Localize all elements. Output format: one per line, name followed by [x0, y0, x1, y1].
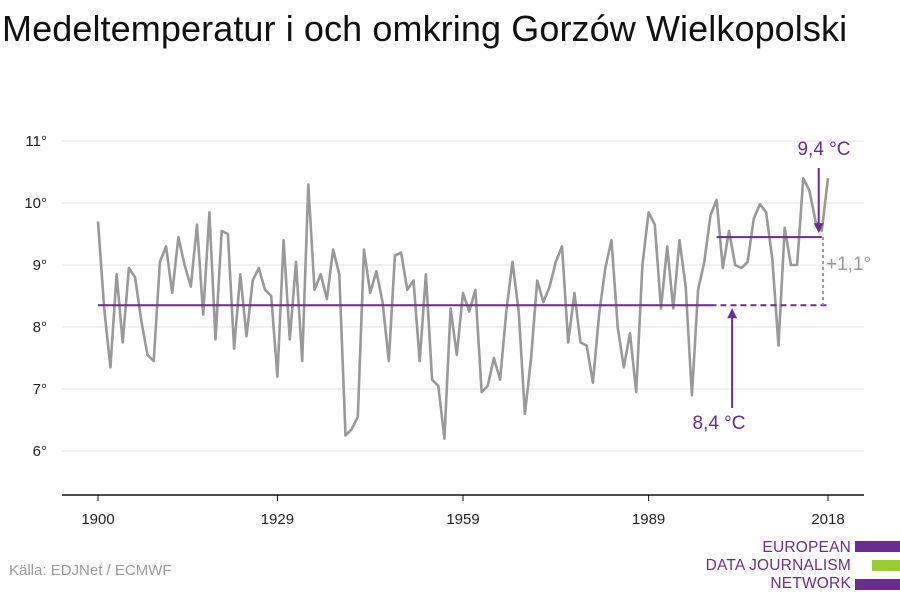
- y-tick-label: 7°: [33, 381, 47, 398]
- y-axis-ticks: 6° 7° 8° 9° 10° 11°: [24, 133, 47, 460]
- logo-text: EUROPEAN DATA JOURNALISM NETWORK: [706, 539, 851, 593]
- logo-line-1: EUROPEAN: [762, 539, 851, 556]
- logo-line-3: NETWORK: [770, 575, 851, 592]
- y-tick-label: 8°: [33, 319, 47, 336]
- edjnet-logo[interactable]: EUROPEAN DATA JOURNALISM NETWORK: [706, 539, 900, 595]
- annotation-recent-mean: 9,4 °C: [797, 139, 850, 160]
- y-tick-label: 10°: [24, 195, 47, 212]
- x-tick-label: 2018: [811, 511, 844, 528]
- y-tick-label: 9°: [33, 257, 47, 274]
- annotation-difference: +1,1°: [826, 254, 871, 275]
- annotations: 9,4 °C 8,4 °C +1,1°: [692, 139, 871, 434]
- x-tick-label: 1900: [81, 511, 114, 528]
- reference-lines: [98, 236, 828, 307]
- source-note: Källa: EDJNet / ECMWF: [9, 562, 172, 579]
- arrow-recent-head: [813, 223, 824, 234]
- arrow-baseline-head: [727, 308, 738, 319]
- temperature-series-line: [96, 176, 830, 440]
- x-tick-label: 1959: [446, 511, 479, 528]
- series-layer: [96, 176, 830, 440]
- gridlines: [62, 140, 864, 452]
- logo-bars-icon: [855, 541, 900, 593]
- annotation-baseline-mean: 8,4 °C: [692, 413, 745, 434]
- x-axis: 1900 1929 1959 1989 2018: [62, 494, 864, 528]
- chart-title: Medeltemperatur i och omkring Gorzów Wie…: [2, 8, 848, 49]
- y-tick-label: 6°: [33, 443, 47, 460]
- logo-line-2: DATA JOURNALISM: [705, 557, 851, 574]
- y-tick-label: 11°: [25, 133, 47, 150]
- x-tick-label: 1929: [261, 511, 294, 528]
- x-tick-label: 1989: [632, 511, 665, 528]
